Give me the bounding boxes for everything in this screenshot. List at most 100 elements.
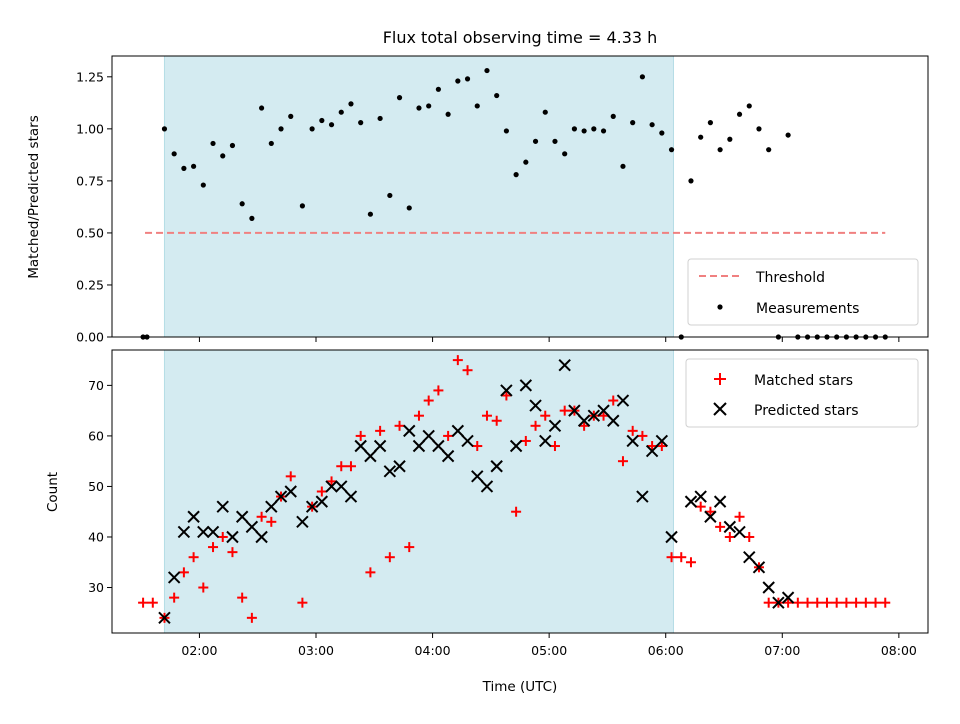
measurement-point [396,95,403,101]
predicted-star-point [704,510,717,523]
predicted-star-point [265,500,278,513]
matched-star-point [792,597,803,608]
matched-star-point [666,552,677,563]
top-y-tick-label: 1.00 [76,121,104,136]
measurement-point [171,151,177,157]
matched-star-point [443,430,454,441]
matched-star-point [472,441,483,452]
predicted-star-point [597,404,610,417]
matched-star-point [217,531,228,542]
matched-star-point [345,461,356,472]
measurement-point [406,205,412,211]
matched-star-point [511,506,522,517]
matched-star-point [413,410,424,421]
legend-matched-swatch [714,373,726,385]
matched-star-point [384,552,395,563]
predicted-star-point [772,596,785,609]
matched-star-point [404,542,415,553]
measurement-point [464,76,471,82]
measurement-point [503,128,509,134]
matched-star-point [783,597,794,608]
predicted-star-point [412,439,426,453]
top-y-tick-label: 0.75 [76,173,104,188]
predicted-star-point [255,530,268,544]
top-x-ticks [198,337,900,342]
predicted-star-point [296,515,309,529]
x-tick-label: 04:00 [415,643,451,658]
predicted-star-point [235,510,249,523]
legend-predicted-swatch [713,402,727,416]
matched-star-point [355,430,366,441]
matched-star-point [188,552,199,563]
matched-star-points [138,355,891,623]
predicted-star-point [441,449,455,463]
measurement-point [610,113,616,119]
measurement-point [756,126,762,132]
measurement-point [319,117,325,124]
matched-star-point [462,365,473,376]
predicted-star-point [636,490,649,503]
top-y-ticks: 0.00 0.25 0.50 0.75 1.00 1.25 [76,69,112,345]
measurement-point [220,153,226,159]
predicted-star-point [509,439,523,453]
ratio-panel: 0.00 0.25 0.50 0.75 1.00 1.25 Flux total obse… [26,28,929,345]
x-tick-label: 02:00 [181,643,217,658]
predicted-star-point [558,358,571,372]
top-y-tick-label: 0.50 [76,225,104,240]
matched-star-point [870,597,881,608]
matched-star-point [178,567,189,578]
measurement-point [639,74,646,80]
matched-star-point [208,542,219,553]
predicted-star-point [519,379,533,392]
matched-star-point [598,410,609,421]
predicted-star-point [344,490,358,503]
x-tick-label: 08:00 [881,643,917,658]
predicted-star-point [305,500,319,513]
predicted-star-point [177,525,191,539]
matched-star-point [297,597,308,608]
matched-star-point [715,521,726,532]
measurement-point [328,122,335,128]
measurement-point [581,128,587,134]
measurement-point [435,86,441,92]
measurement-point [688,178,694,184]
matched-star-point [647,441,658,452]
predicted-star-point [723,520,737,534]
matched-star-point [831,597,842,608]
measurement-point [542,109,548,115]
predicted-star-point [206,525,220,539]
matched-star-point [802,597,813,608]
matched-star-point [452,355,463,366]
top-legend-box [687,258,919,326]
measurement-point [649,122,655,128]
predicted-star-point [743,550,756,564]
matched-star-point [198,582,209,593]
measurement-point [259,105,265,111]
matched-star-point [744,531,755,542]
matched-star-point [316,486,327,497]
legend-measurements-swatch [717,304,723,310]
top-y-tick-label: 1.25 [76,69,104,84]
matched-star-point [880,597,891,608]
matched-star-point [501,390,512,401]
bottom-y-ticks: 30 40 50 60 70 [88,378,112,595]
bottom-y-tick-label: 40 [88,529,104,544]
measurement-point [288,113,294,119]
measurement-point [455,78,461,84]
matched-star-point [617,456,628,467]
legend-matched-label: Matched stars [754,373,853,389]
matched-star-point [394,420,405,431]
predicted-star-point [245,520,259,534]
predicted-star-point [461,434,474,448]
matched-star-point [138,597,149,608]
predicted-star-point [607,414,620,427]
predicted-star-point [490,460,503,473]
matched-star-point [266,516,277,527]
measurement-point [785,132,791,138]
bottom-axes-frame [111,349,929,634]
legend-measurements-label: Measurements [756,301,859,317]
predicted-star-point [226,530,239,544]
top-legend: Threshold Measurements [687,258,919,326]
predicted-star-point [197,525,210,539]
